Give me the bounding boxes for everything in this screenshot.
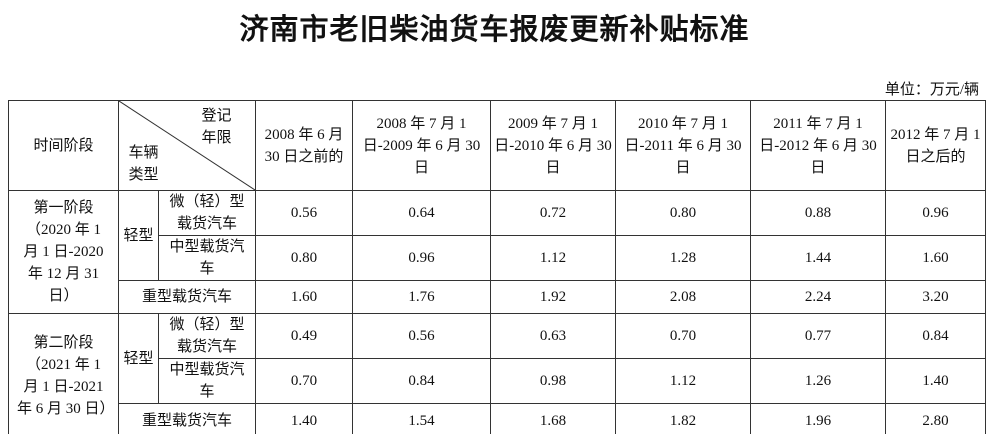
vehicle-type: 重型载货汽车 (118, 280, 256, 314)
vehicle-type: 微（轻）型载货汽车 (158, 190, 256, 236)
column-header: 2009 年 7 月 1 日-2010 年 6 月 30 日 (490, 100, 616, 191)
light-group: 轻型 (118, 313, 159, 404)
value-cell: 0.84 (885, 313, 986, 359)
column-header: 2011 年 7 月 1 日-2012 年 6 月 30 日 (750, 100, 886, 191)
value-cell: 1.60 (885, 235, 986, 281)
value-cell: 0.72 (490, 190, 616, 236)
value-cell: 1.76 (352, 280, 491, 314)
value-cell: 2.08 (615, 280, 751, 314)
diagonal (119, 101, 255, 190)
data-row: 第一阶段（2020 年 1 月 1 日-2020 年 12 月 31 日） 轻型微… (8, 190, 986, 314)
corner-cell: 登记年限车辆类型 (118, 100, 256, 191)
value-cell: 1.96 (750, 403, 886, 434)
value-cell: 2.24 (750, 280, 886, 314)
data-row: 重型载货汽车 1.60 1.76 1.92 2.08 2.24 3.20 (9, 280, 986, 314)
value-cell: 3.20 (885, 280, 986, 314)
value-cell: 1.40 (885, 358, 986, 404)
value-cell: 0.64 (352, 190, 491, 236)
value-cell: 0.80 (255, 235, 353, 281)
light-group: 轻型 (118, 190, 159, 281)
header-row: 时间阶段 登记年限 车辆类型 2008 年 6 月 30 日之前的 2008 年 7 月… (8, 100, 986, 191)
value-cell: 1.26 (750, 358, 886, 404)
unit-note: 单位：万元/辆 (884, 82, 979, 98)
value-cell: 0.98 (490, 358, 616, 404)
vehicle-type: 中型载货汽车 (158, 235, 256, 281)
data-row: 第二阶段（2021 年 1 月 1 日-2021 年 6 月 30 日） 轻型 微（… (8, 313, 986, 434)
value-cell: 0.80 (615, 190, 751, 236)
vehicle-type: 微（轻）型载货汽车 (158, 313, 256, 359)
subsidy-table: 时间阶段 登记年限 车辆类型 2008 年 6 月 30 日之前的 2008 年 7 月… (8, 100, 986, 434)
corner-bottom: 车辆类型 (128, 145, 159, 183)
value-cell: 0.56 (352, 313, 491, 359)
value-cell: 1.44 (750, 235, 886, 281)
vehicle-type: 中型载货汽车 (158, 358, 256, 404)
column-header: 2010 年 7 月 1 日-2011 年 6 月 30 日 (615, 100, 751, 191)
value-cell: 1.60 (255, 280, 353, 314)
data-row: 重型载货汽车 1.40 1.54 1.68 1.82 1.96 2.80 (9, 403, 986, 434)
value-cell: 1.40 (255, 403, 353, 434)
value-cell: 1.68 (490, 403, 616, 434)
column-header: 2012 年 7 月 1 日之后的 (885, 100, 986, 191)
value-cell: 0.70 (615, 313, 751, 359)
value-cell: 0.88 (750, 190, 886, 236)
value-cell: 1.28 (615, 235, 751, 281)
value-cell: 0.84 (352, 358, 491, 404)
value-cell: 1.82 (615, 403, 751, 434)
stage-header: 时间阶段 (8, 100, 119, 191)
corner-top: 登记年限 (201, 108, 232, 146)
value-cell: 0.96 (352, 235, 491, 281)
value-cell: 1.92 (490, 280, 616, 314)
value-cell: 2.80 (885, 403, 986, 434)
column-header: 2008 年 7 月 1 日-2009 年 6 月 30 日 (352, 100, 491, 191)
value-cell: 0.56 (255, 190, 353, 236)
stage: 第一阶段（2020 年 1 月 1 日-2020 年 12 月 31 日） (8, 190, 119, 314)
value-cell: 1.12 (615, 358, 751, 404)
value-cell: 0.77 (750, 313, 886, 359)
data-row: 中型载货汽车 0.80 0.96 1.12 1.28 1.44 1.60 (9, 235, 986, 281)
title: 济南市老旧柴油货车报废更新补贴标准 (239, 14, 750, 46)
column-header: 2008 年 6 月 30 日之前的 (255, 100, 353, 191)
value-cell: 0.70 (255, 358, 353, 404)
value-cell: 1.12 (490, 235, 616, 281)
stage: 第二阶段（2021 年 1 月 1 日-2021 年 6 月 30 日） (8, 313, 119, 434)
value-cell: 0.49 (255, 313, 353, 359)
vehicle-type: 重型载货汽车 (118, 403, 256, 434)
value-cell: 1.54 (352, 403, 491, 434)
data-row: 中型载货汽车 0.70 0.84 0.98 1.12 1.26 1.40 (9, 358, 986, 404)
value-cell: 0.63 (490, 313, 616, 359)
value-cell: 0.96 (885, 190, 986, 236)
